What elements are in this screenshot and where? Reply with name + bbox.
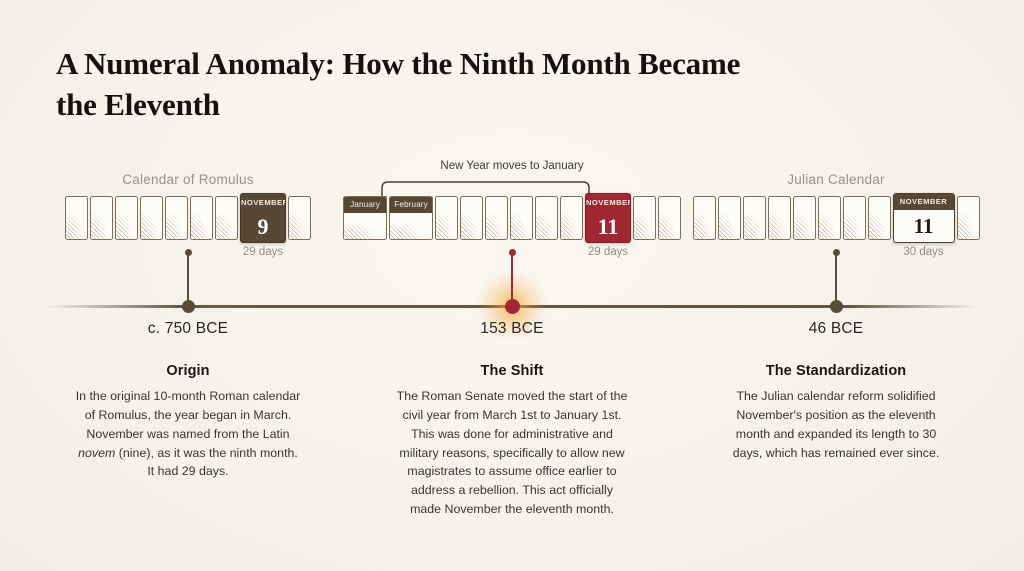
calendar-month-cell [792,196,816,240]
calendar-month-cell [535,196,558,240]
hatch-fill [166,197,187,239]
caption-title: Origin [166,363,210,379]
hatch-fill [561,197,582,239]
hatch-fill [216,197,237,239]
hatch-fill [141,197,162,239]
marker-stem-cap [508,249,516,256]
hatch-fill [634,197,655,239]
calendar-month-cell [817,196,841,240]
calendar-month-cell [742,196,766,240]
hatch-fill [436,197,457,239]
marker-stem-cap [184,249,192,256]
hatch-fill [693,197,715,239]
era-caption-shift: The Shift The Roman Senate moved the star… [374,363,650,519]
calendar-month-cell [115,196,138,240]
era-caption-romulus: Origin In the original 10-month Roman cal… [54,363,322,481]
calendar-strip: NOVEMBER 9 [65,193,311,243]
hatch-fill [743,197,765,239]
era-date-label: c. 750 BCE [147,320,229,337]
hatch-fill [868,197,890,239]
calendar-month-cell [560,196,583,240]
november-label: NOVEMBER [241,198,286,207]
calendar-month-cell-february: February [389,196,433,240]
hatch-fill [843,197,865,239]
calendar-month-cell [215,196,238,240]
month-name-label: February [390,197,432,213]
month-length-label: 30 days [903,246,944,258]
hatch-fill [344,214,386,239]
calendar-month-cell [633,196,656,240]
calendar-month-cell-january: January [343,196,387,240]
caption-body: In the original 10-month Roman calendar o… [75,389,301,479]
hatch-fill [793,197,815,239]
hatch-fill [461,197,482,239]
november-highlight-cell: NOVEMBER 9 [240,193,286,243]
latin-term: novem [78,445,116,460]
month-length-label: 29 days [242,246,284,258]
calendar-month-cell [435,196,458,240]
november-ordinal-number: 11 [597,213,619,239]
marker-stem [510,252,514,305]
hatch-fill [390,214,432,239]
hatch-fill [718,197,740,239]
november-label: NOVEMBER [586,198,631,207]
hatch-fill [191,197,212,239]
caption-body: The Julian calendar reform solidified Nov… [732,389,940,460]
calendar-month-cell [190,196,213,240]
page-title: A Numeral Anomaly: How the Ninth Month B… [56,46,741,122]
era-date-label: 153 BCE [480,320,544,337]
timeline-node-julian[interactable] [829,299,843,313]
marker-stem-cap [832,249,840,256]
era-heading: Calendar of Romulus [122,172,254,187]
calendar-month-cell [658,196,681,240]
marker-stem [186,252,190,305]
calendar-month-cell [165,196,188,240]
hatch-fill [957,197,979,239]
calendar-month-cell [65,196,88,240]
marker-stem [834,252,838,305]
calendar-month-cell [90,196,113,240]
month-name-label: January [344,197,386,213]
november-label: NOVEMBER [893,194,954,210]
calendar-month-cell [842,196,866,240]
hatch-fill [768,197,790,239]
hatch-fill [289,197,310,239]
hatch-fill [659,197,680,239]
timeline-node-romulus[interactable] [181,299,195,313]
era-date-label: 46 BCE [808,320,864,337]
timeline-node-shift[interactable] [504,298,520,314]
era-caption-julian: The Standardization The Julian calendar r… [711,363,961,462]
hatch-fill [511,197,532,239]
calendar-month-cell [867,196,891,240]
era-heading: Julian Calendar [787,172,885,187]
caption-title: The Standardization [765,363,907,379]
calendar-month-cell [717,196,741,240]
calendar-month-cell [485,196,508,240]
annotation-label: New Year moves to January [440,160,584,172]
hatch-fill [486,197,507,239]
hatch-fill [116,197,137,239]
november-ordinal-number: 11 [913,213,934,238]
calendar-month-cell [956,196,980,240]
calendar-month-cell [460,196,483,240]
calendar-strip: NOVEMBER 11 [692,193,980,243]
month-length-label: 29 days [587,246,629,258]
calendar-strip: January February NOVEMBER 11 [343,193,681,243]
calendar-month-cell [767,196,791,240]
hatch-fill [536,197,557,239]
caption-title: The Shift [480,363,544,379]
hatch-fill [818,197,840,239]
november-highlight-cell: NOVEMBER 11 [585,193,631,243]
calendar-month-cell [692,196,716,240]
calendar-month-cell [140,196,163,240]
caption-body: The Roman Senate moved the start of the c… [396,389,628,517]
hatch-fill [66,197,87,239]
november-highlight-cell: NOVEMBER 11 [892,193,955,243]
hatch-fill [91,197,112,239]
calendar-month-cell [510,196,533,240]
calendar-month-cell [288,196,311,240]
november-ordinal-number: 9 [257,213,269,239]
